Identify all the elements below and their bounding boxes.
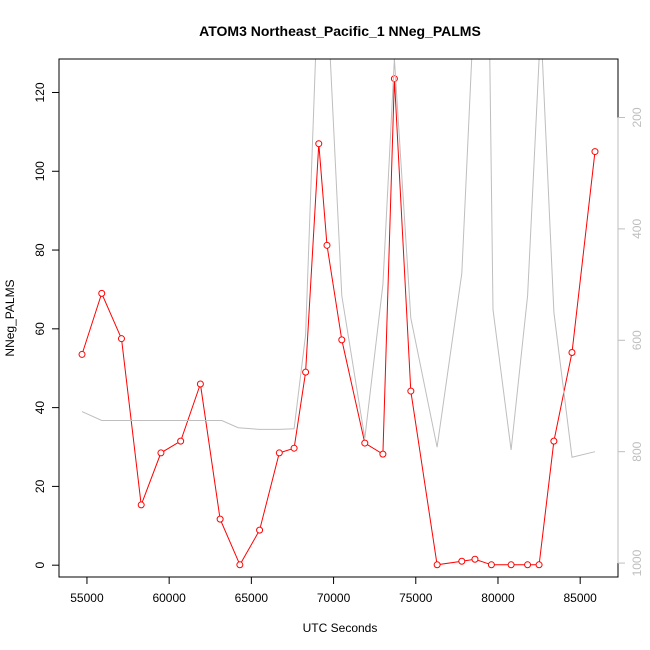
x-tick-label: 60000	[152, 591, 186, 605]
data-point	[535, 561, 543, 569]
plot-area	[78, 59, 599, 569]
data-point	[78, 350, 86, 358]
data-point	[407, 387, 415, 395]
right-tick-label: 200	[630, 107, 644, 127]
x-tick-label: 75000	[399, 591, 433, 605]
y-axis: 0 20 40 60 80 100 120	[33, 82, 60, 569]
data-point	[471, 555, 479, 563]
right-tick-label: 400	[630, 219, 644, 239]
data-point	[256, 526, 264, 534]
x-axis: 55000 60000 65000 70000 75000 80000 85000	[70, 576, 597, 605]
right-tick-label: 800	[630, 441, 644, 461]
x-tick-label: 85000	[563, 591, 597, 605]
data-point	[507, 561, 515, 569]
data-point	[216, 515, 224, 523]
data-point	[591, 148, 599, 156]
data-point	[338, 336, 346, 344]
data-point	[275, 449, 283, 457]
data-point	[487, 561, 495, 569]
data-point	[379, 450, 387, 458]
data-point	[433, 561, 441, 569]
x-tick-label: 65000	[235, 591, 269, 605]
y-tick-label: 80	[33, 243, 47, 257]
data-point	[550, 437, 558, 445]
x-tick-label: 55000	[70, 591, 104, 605]
data-point	[290, 444, 298, 452]
y-tick-label: 60	[33, 322, 47, 336]
series-line	[81, 78, 596, 566]
data-point	[196, 380, 204, 388]
right-tick-label: 600	[630, 330, 644, 350]
data-point	[236, 561, 244, 569]
data-point	[315, 140, 323, 148]
data-point	[117, 335, 125, 343]
right-axis: 200 400 600 800 1000	[617, 107, 644, 576]
data-point	[323, 241, 331, 249]
data-point	[177, 437, 185, 445]
x-tick-label: 70000	[317, 591, 351, 605]
data-point	[390, 75, 398, 83]
series-line	[81, 59, 596, 458]
data-point	[137, 501, 145, 509]
series-right	[81, 59, 596, 458]
x-tick-label: 80000	[481, 591, 515, 605]
y-tick-label: 40	[33, 401, 47, 415]
data-point	[524, 561, 532, 569]
data-point	[98, 289, 106, 297]
right-tick-label: 1000	[630, 549, 644, 576]
y-tick-label: 20	[33, 479, 47, 493]
y-tick-label: 100	[33, 161, 47, 181]
data-point	[302, 368, 310, 376]
x-axis-label: UTC Seconds	[303, 621, 378, 635]
data-point	[458, 557, 466, 565]
chart-title: ATOM3 Northeast_Pacific_1 NNeg_PALMS	[199, 23, 481, 39]
y-tick-label: 0	[33, 562, 47, 569]
data-point	[568, 348, 576, 356]
series-left	[78, 75, 599, 569]
data-point	[157, 449, 165, 457]
data-point	[361, 439, 369, 447]
y-axis-label: NNeg_PALMS	[3, 279, 17, 356]
y-tick-label: 120	[33, 82, 47, 102]
